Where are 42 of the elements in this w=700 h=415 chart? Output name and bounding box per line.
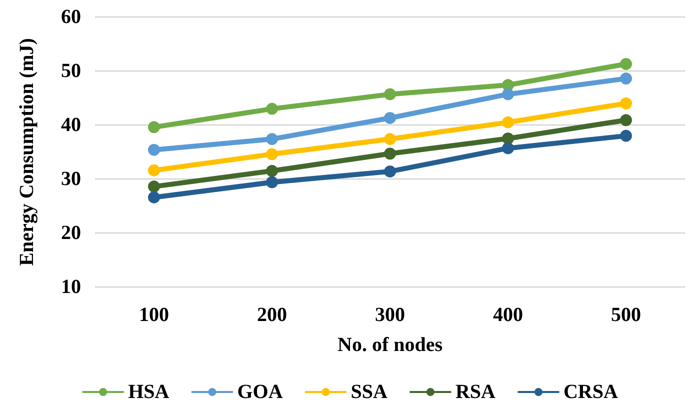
y-tick-label: 20 [61, 222, 81, 244]
point [620, 114, 632, 126]
point [148, 180, 160, 193]
legend-label: CRSA [563, 381, 618, 403]
point [266, 102, 278, 115]
legend-label: HSA [128, 381, 170, 403]
point [148, 121, 160, 134]
point [502, 116, 514, 128]
point [384, 148, 396, 160]
point [148, 144, 160, 156]
point [266, 148, 278, 160]
x-axis-title: No. of nodes [337, 334, 443, 356]
x-tick-label: 200 [257, 304, 287, 326]
point [384, 112, 396, 124]
point [620, 97, 632, 110]
point [620, 58, 632, 70]
point [266, 176, 278, 188]
point [620, 72, 632, 85]
point [384, 133, 396, 146]
point [502, 142, 514, 154]
x-tick-label: 300 [375, 304, 405, 326]
point [384, 88, 396, 100]
y-tick-label: 30 [61, 168, 81, 190]
point [502, 88, 514, 100]
point [148, 191, 160, 204]
legend-label: SSA [350, 381, 388, 403]
legend-label: GOA [237, 381, 284, 403]
point [384, 165, 396, 178]
x-tick-label: 500 [611, 304, 641, 326]
x-tick-label: 400 [493, 304, 523, 326]
x-tick-label: 100 [139, 304, 169, 326]
y-tick-label: 60 [61, 6, 81, 28]
point [502, 132, 514, 144]
point [266, 133, 278, 146]
y-tick-label: 50 [61, 60, 81, 82]
y-axis-title: Energy Consumption (mJ) [16, 38, 38, 266]
y-tick-label: 10 [61, 276, 81, 298]
point [148, 164, 160, 176]
point [620, 130, 632, 142]
point [266, 164, 278, 177]
y-tick-label: 40 [61, 114, 81, 136]
legend-label: RSA [455, 381, 496, 403]
